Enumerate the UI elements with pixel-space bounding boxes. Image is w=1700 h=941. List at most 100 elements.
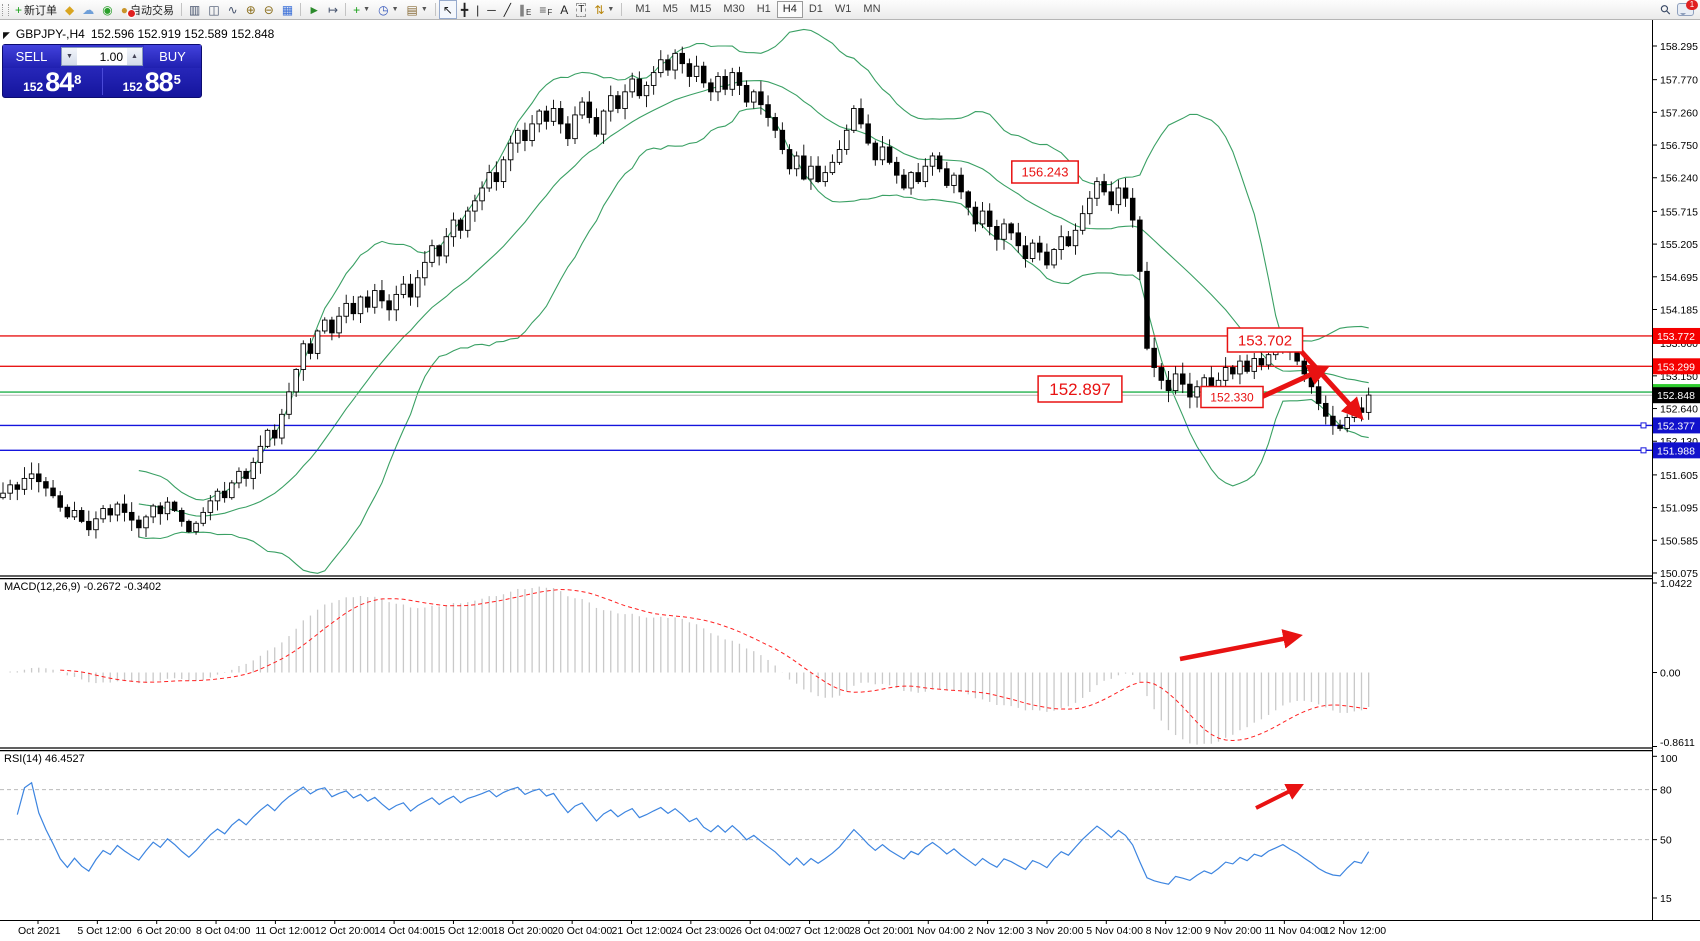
periods-icon[interactable]: ◷ ▼ [378,2,399,17]
candle-body [858,108,864,125]
timeframe-mn[interactable]: MN [863,3,881,15]
candle-body [322,319,328,332]
equidistant-channel-icon[interactable]: ∥ E [518,2,532,17]
candle-body [565,123,571,140]
text-icon[interactable]: A [556,0,572,19]
line-chart-icon[interactable]: ∿ [224,0,242,19]
candle-body [21,477,28,490]
fibonacci-icon[interactable]: ≡ F [539,2,553,17]
indicators-icon[interactable]: + ▼ [353,2,371,17]
candle-body [1322,402,1329,417]
search-icon[interactable]: ⚲ [1657,0,1675,18]
candle-body [157,505,164,515]
timeframe-h1[interactable]: H1 [756,3,771,15]
price-tick-label: 157.260 [1660,107,1698,119]
trend-arrow[interactable] [1255,784,1304,810]
trendline-icon: ╱ [503,2,511,17]
candle-body [529,123,535,142]
bar-chart-icon[interactable]: ▥ [185,0,204,19]
new-order-icon: + [15,2,23,17]
price-axis[interactable] [1653,20,1700,920]
timeframe-w1[interactable]: W1 [834,3,852,15]
market-icon[interactable]: ◆ [61,0,78,19]
candle-body [1094,181,1100,199]
candle-body [936,155,943,170]
candle-body [0,492,6,499]
candle-body [186,520,192,533]
cursor-icon: ↖ [442,2,453,17]
buy-price[interactable]: 152 88 5 [103,67,202,97]
line-handle[interactable] [1640,422,1647,429]
candle-body [1358,407,1365,413]
horizontal-line-icon[interactable]: ─ [483,0,500,19]
timeframe-m15[interactable]: M15 [689,3,712,15]
lot-size-value[interactable]: 1.00 [99,49,123,64]
chat-icon[interactable]: 1 [1677,0,1698,16]
rsi-axis-label: 15 [1660,893,1672,905]
zoom-in-icon[interactable]: ⊕ [242,0,260,19]
sell-button[interactable]: SELL [3,45,60,68]
text-label-icon[interactable]: T [572,0,590,19]
candle-body [336,315,342,334]
candle-body [979,210,986,225]
price-annotation-box[interactable] [1037,375,1123,403]
trendline-icon[interactable]: ╱ [500,0,515,19]
economic-calendar-icon[interactable]: ◉ [98,0,116,19]
candle-body [450,219,457,238]
timeframe-m5[interactable]: M5 [662,3,678,15]
candle-body [586,101,593,118]
line-handle[interactable] [1640,447,1647,454]
candle-body [658,59,664,74]
timeframe-m1[interactable]: M1 [635,3,651,15]
timeframe-m30[interactable]: M30 [723,3,745,15]
candle-body [593,117,600,135]
arrows-icon[interactable]: ⇅ ▼ [594,2,615,17]
candle-body [650,72,657,86]
zoom-out-icon[interactable]: ⊖ [260,0,278,19]
price-axis-labels: 158.295 157.770 157.260 156.750 156.240 155.7… [1652,41,1700,580]
candle-body [743,84,750,103]
lot-decrease-button[interactable]: ▼ [62,48,77,65]
candle-body [178,510,185,522]
candlestick-chart-icon[interactable]: ◫ [204,0,223,19]
candle-body [908,172,914,189]
tile-windows-icon[interactable]: ▦ [278,0,297,19]
candle-body [343,302,349,317]
time-tick-label: 2 Nov 12:00 [968,925,1025,937]
level-axis-label-bg [1653,358,1700,375]
crosshair-icon[interactable]: ╋ [457,0,472,19]
trend-arrow[interactable] [1297,347,1364,421]
timeframe-h4[interactable]: H4 [776,1,803,18]
signals-icon[interactable]: ☁ [78,0,98,19]
price-tick-label: 154.695 [1660,272,1698,284]
candle-body [1365,394,1372,413]
price-annotation-box[interactable] [1200,385,1264,409]
timeframe-d1[interactable]: D1 [808,3,823,15]
vertical-line-icon[interactable]: | [472,0,483,19]
auto-scroll-icon[interactable]: ► [304,0,324,19]
macd-signal-line [60,588,1369,742]
candle-body [350,302,357,315]
cursor-icon[interactable]: ↖ [438,0,457,19]
buy-button[interactable]: BUY [144,45,201,68]
candle-body [822,172,829,183]
candle-body [550,108,557,122]
templates-icon[interactable]: ▤ ▼ [406,2,428,17]
time-axis[interactable] [0,921,1700,941]
price-annotation-box[interactable] [1011,160,1079,184]
new-order-button[interactable]: + 新订单 [11,0,61,19]
candle-body [872,142,879,161]
autotrading-button[interactable]: ● 自动交易 [117,0,178,19]
price-annotation-text: 152.330 [1210,390,1254,404]
trend-arrow[interactable] [1179,629,1303,662]
sell-price[interactable]: 152 84 8 [3,68,103,96]
lot-increase-button[interactable]: ▲ [127,48,142,65]
price-annotation-box[interactable] [1226,327,1304,353]
chart-shift-icon[interactable]: ↦ [324,0,342,19]
candle-body [264,429,271,447]
buy-price-pips: 88 [144,67,174,97]
candle-body [393,293,400,311]
price-annotation-text: 156.243 [1022,165,1069,180]
trend-arrow[interactable] [1255,364,1331,402]
